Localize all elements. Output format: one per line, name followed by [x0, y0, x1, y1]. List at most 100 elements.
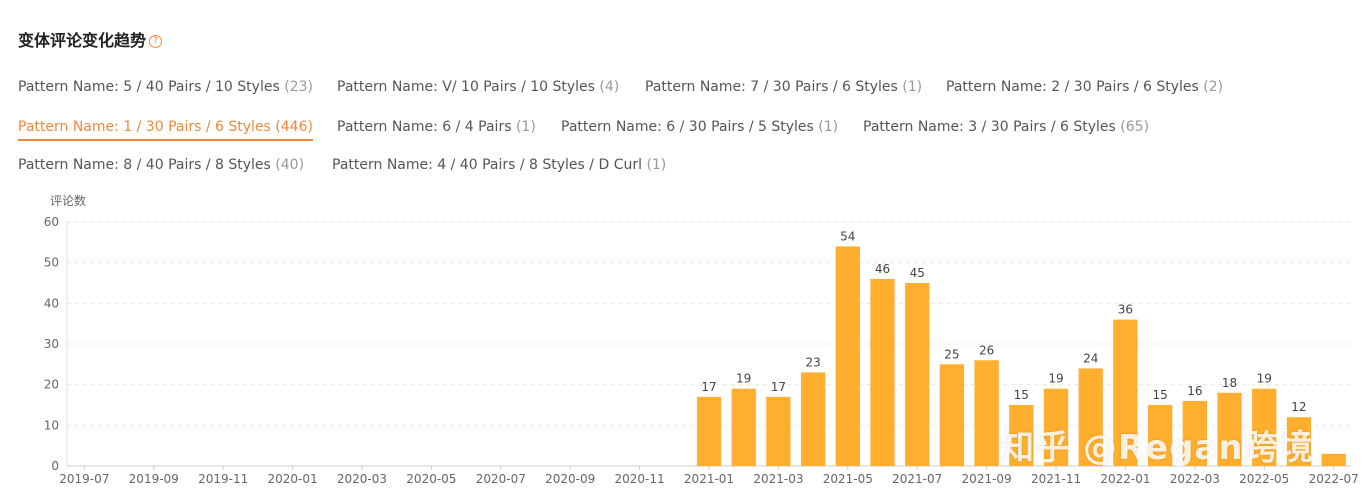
x-tick-label: 2020-03 — [337, 472, 387, 486]
bar[interactable] — [974, 360, 999, 466]
pattern-tab-name: Pattern Name: V/ 10 Pairs / 10 Styles — [337, 79, 595, 95]
pattern-tab-count: (1) — [902, 79, 923, 95]
x-tick-label: 2022-05 — [1239, 472, 1289, 486]
question-circle-icon[interactable]: ? — [149, 35, 163, 48]
pattern-tab-name: Pattern Name: 6 / 4 Pairs — [337, 119, 512, 135]
pattern-tab-count: (1) — [646, 157, 667, 173]
y-tick-label: 0 — [51, 459, 59, 473]
bar[interactable] — [731, 388, 756, 466]
y-tick-label: 30 — [44, 337, 59, 351]
pattern-tab-name: Pattern Name: 1 / 30 Pairs / 6 Styles — [18, 119, 271, 135]
y-tick-label: 40 — [44, 296, 59, 310]
bar[interactable] — [1286, 417, 1312, 466]
pattern-tab-count: (40) — [275, 157, 305, 173]
bar-value-label: 36 — [1118, 303, 1133, 317]
bar-value-label: 19 — [736, 372, 751, 386]
bar-value-label: 18 — [1222, 376, 1237, 390]
bar-value-label: 15 — [1152, 388, 1167, 402]
bar[interactable] — [905, 283, 930, 466]
pattern-tab[interactable]: Pattern Name: 6 / 4 Pairs (1) — [337, 119, 536, 135]
x-tick-label: 2019-11 — [198, 472, 248, 486]
pattern-tab-name: Pattern Name: 2 / 30 Pairs / 6 Styles — [946, 79, 1199, 95]
bar[interactable] — [1252, 388, 1277, 466]
x-tick-label: 2022-03 — [1170, 472, 1220, 486]
pattern-tab-active[interactable]: Pattern Name: 1 / 30 Pairs / 6 Styles (4… — [18, 119, 313, 141]
bar[interactable] — [939, 364, 965, 466]
y-axis: 0 10 20 30 40 50 60 — [44, 215, 59, 473]
x-tick-label: 2021-07 — [892, 472, 942, 486]
bar[interactable] — [1321, 453, 1346, 466]
pattern-tab[interactable]: Pattern Name: V/ 10 Pairs / 10 Styles (4… — [337, 79, 619, 95]
pattern-tab-name: Pattern Name: 3 / 30 Pairs / 6 Styles — [863, 119, 1116, 135]
bar[interactable] — [1182, 400, 1207, 466]
x-tick-label: 2020-01 — [267, 472, 317, 486]
bar-value-label: 25 — [944, 347, 959, 361]
pattern-tab[interactable]: Pattern Name: 7 / 30 Pairs / 6 Styles (1… — [645, 79, 922, 95]
bar-value-label: 17 — [701, 380, 716, 394]
pattern-tab-count: (4) — [599, 79, 620, 95]
bar[interactable] — [696, 396, 722, 466]
chart-section-title: 变体评论变化趋势? — [18, 27, 163, 51]
pattern-tab-name: Pattern Name: 8 / 40 Pairs / 8 Styles — [18, 157, 271, 173]
x-tick-label: 2021-03 — [753, 472, 803, 486]
x-tick-label: 2020-05 — [406, 472, 456, 486]
bar-value-label: 16 — [1187, 384, 1202, 398]
pattern-tab-count: (65) — [1120, 119, 1150, 135]
pattern-tab-count: (1) — [818, 119, 839, 135]
bar-value-label: 12 — [1291, 400, 1306, 414]
bars: 17 19 17 23 54 46 45 25 26 15 19 24 36 15 16 18 19 12 — [696, 229, 1346, 466]
pattern-tab-count: (1) — [515, 119, 536, 135]
bar[interactable] — [835, 246, 860, 466]
pattern-tab[interactable]: Pattern Name: 3 / 30 Pairs / 6 Styles (6… — [863, 119, 1149, 135]
watermark: 知乎 @Regan跨境 — [1000, 428, 1314, 468]
bar-value-label: 54 — [840, 229, 855, 243]
x-tick-label: 2022-07 — [1309, 472, 1359, 486]
bar-value-label: 45 — [910, 266, 925, 280]
review-trend-bar-chart: 评论数 0 10 20 30 40 50 60 17 19 17 23 54 46 45 25 26 15 19… — [44, 193, 1359, 486]
x-tick-label: 2019-07 — [59, 472, 109, 486]
bar[interactable] — [1147, 405, 1173, 466]
bar-value-label: 46 — [875, 262, 890, 276]
pattern-tab-count: (2) — [1203, 79, 1224, 95]
bar-value-label: 15 — [1014, 388, 1029, 402]
pattern-tab[interactable]: Pattern Name: 6 / 30 Pairs / 5 Styles (1… — [561, 119, 838, 135]
y-tick-label: 10 — [44, 418, 59, 432]
pattern-tab-name: Pattern Name: 7 / 30 Pairs / 6 Styles — [645, 79, 898, 95]
y-axis-label: 评论数 — [50, 193, 86, 208]
x-tick-label: 2021-05 — [823, 472, 873, 486]
x-tick-label: 2019-09 — [129, 472, 179, 486]
bar[interactable] — [1009, 405, 1034, 466]
bar-value-label: 23 — [805, 355, 820, 369]
bar[interactable] — [1113, 319, 1138, 466]
y-tick-label: 50 — [44, 256, 59, 270]
y-tick-label: 20 — [44, 378, 59, 392]
x-tick-label: 2020-09 — [545, 472, 595, 486]
bar-value-label: 19 — [1257, 372, 1272, 386]
pattern-tab-name: Pattern Name: 4 / 40 Pairs / 8 Styles / … — [332, 157, 642, 173]
pattern-tab-count: (23) — [284, 79, 313, 95]
y-tick-label: 60 — [44, 215, 59, 229]
x-axis: 2019-07 2019-09 2019-11 2020-01 2020-03 2020-… — [59, 466, 1359, 486]
bar-value-label: 19 — [1048, 372, 1063, 386]
x-tick-label: 2021-01 — [684, 472, 734, 486]
bar[interactable] — [766, 396, 791, 466]
bar[interactable] — [1078, 368, 1103, 466]
x-tick-label: 2021-09 — [962, 472, 1012, 486]
bar[interactable] — [800, 372, 826, 466]
bar[interactable] — [1217, 392, 1242, 466]
bar-value-label: 24 — [1083, 351, 1098, 365]
pattern-tab-count: (446) — [275, 119, 313, 135]
x-tick-label: 2020-11 — [615, 472, 665, 486]
pattern-tab-name: Pattern Name: 5 / 40 Pairs / 10 Styles — [18, 79, 280, 95]
pattern-tab[interactable]: Pattern Name: 8 / 40 Pairs / 8 Styles (4… — [18, 157, 304, 173]
chart-section-title-text: 变体评论变化趋势 — [18, 31, 147, 50]
pattern-tab[interactable]: Pattern Name: 4 / 40 Pairs / 8 Styles / … — [332, 157, 666, 173]
bar-value-label: 26 — [979, 343, 994, 357]
pattern-tab[interactable]: Pattern Name: 2 / 30 Pairs / 6 Styles (2… — [946, 79, 1223, 95]
x-tick-label: 2022-01 — [1100, 472, 1150, 486]
bar[interactable] — [870, 278, 895, 466]
x-tick-label: 2021-11 — [1031, 472, 1081, 486]
pattern-tab[interactable]: Pattern Name: 5 / 40 Pairs / 10 Styles (… — [18, 79, 313, 95]
x-tick-label: 2020-07 — [476, 472, 526, 486]
bar[interactable] — [1043, 388, 1069, 466]
